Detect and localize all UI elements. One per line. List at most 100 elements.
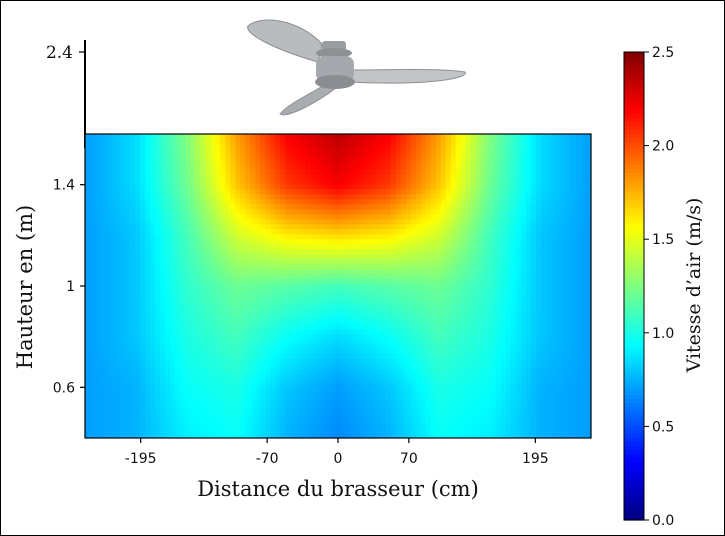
heatmap-cell [510,433,517,438]
heatmap-cell [345,428,352,434]
heatmap-cell [215,193,221,200]
heatmap-cell [230,293,236,300]
heatmap-cell [350,298,357,305]
heatmap-cell [400,328,407,334]
heatmap-cell [480,298,487,305]
heatmap-cell [230,188,236,195]
heatmap-cell [560,418,567,424]
heatmap-cell [545,328,552,334]
heatmap-cell [380,398,387,404]
heatmap-cell [385,273,392,280]
heatmap-cell [510,418,517,424]
heatmap-cell [545,278,552,285]
heatmap-cell [435,433,442,438]
heatmap-cell [280,313,286,319]
heatmap-cell [235,303,241,310]
heatmap-cell [200,343,206,349]
heatmap-cell [215,243,221,250]
heatmap-cell [575,328,582,334]
heatmap-cell [485,328,492,334]
heatmap-cell [350,373,357,379]
heatmap-cell [225,258,231,265]
heatmap-cell [515,253,522,260]
heatmap-cell [95,188,101,195]
heatmap-cell [535,403,542,409]
heatmap-cell [535,378,542,384]
heatmap-cell [375,198,382,205]
heatmap-cell [435,218,442,225]
heatmap-cell [230,283,236,290]
heatmap-cell [110,193,116,200]
heatmap-cell [245,318,251,324]
heatmap-cell [230,338,236,344]
heatmap-cell [485,343,492,349]
heatmap-cell [170,278,176,285]
heatmap-cell [100,293,106,300]
heatmap-cell [130,413,136,419]
heatmap-cell [490,278,497,285]
heatmap-cell [375,388,382,394]
heatmap-cell [555,213,562,220]
heatmap-cell [410,313,417,319]
heatmap-cell [460,318,467,324]
heatmap-cell [385,353,392,359]
heatmap-cell [155,333,161,339]
heatmap-cell [450,408,457,414]
heatmap-cell [465,313,472,319]
heatmap-cell [295,298,302,305]
heatmap-cell [95,343,101,349]
heatmap-cell [235,428,241,434]
heatmap-cell [550,253,557,260]
heatmap-cell [535,348,542,354]
heatmap-cell [550,248,557,255]
heatmap-cell [335,303,342,310]
heatmap-cell [105,303,111,310]
heatmap-cell [105,193,111,200]
heatmap-cell [555,348,562,354]
heatmap-cell [400,293,407,300]
heatmap-cell [225,298,231,305]
heatmap-cell [510,308,517,315]
heatmap-cell [380,248,387,255]
heatmap-cell [100,238,106,245]
heatmap-cell [210,403,216,409]
heatmap-cell [465,263,472,270]
heatmap-cell [580,413,587,419]
heatmap-cell [420,408,427,414]
heatmap-cell [135,303,141,310]
heatmap-cell [495,223,502,230]
heatmap-cell [320,308,327,315]
heatmap-cell [315,358,322,364]
heatmap-cell [215,188,221,195]
heatmap-cell [460,308,467,315]
heatmap-cell [100,358,106,364]
heatmap-cell [265,298,271,305]
heatmap-cell [285,313,292,319]
heatmap-cell [160,433,166,438]
heatmap-cell [215,268,221,275]
heatmap-cell [200,288,206,295]
heatmap-cell [390,403,397,409]
heatmap-cell [510,268,517,275]
heatmap-cell [330,208,337,215]
heatmap-cell [155,293,161,300]
heatmap-cell [475,393,482,399]
heatmap-cell [450,418,457,424]
heatmap-cell [475,288,482,295]
heatmap-cell [450,338,457,344]
heatmap-cell [95,198,101,205]
heatmap-cell [320,348,327,354]
heatmap-cell [480,223,487,230]
heatmap-cell [190,323,196,329]
heatmap-cell [530,323,537,329]
heatmap-cell [205,203,211,210]
heatmap-cell [120,278,126,285]
heatmap-cell [260,263,266,270]
heatmap-cell [385,328,392,334]
heatmap-cell [145,243,151,250]
heatmap-cell [215,323,221,329]
heatmap-cell [260,193,266,200]
heatmap-cell [340,433,347,438]
heatmap-cell [115,268,121,275]
heatmap-cell [455,293,462,300]
